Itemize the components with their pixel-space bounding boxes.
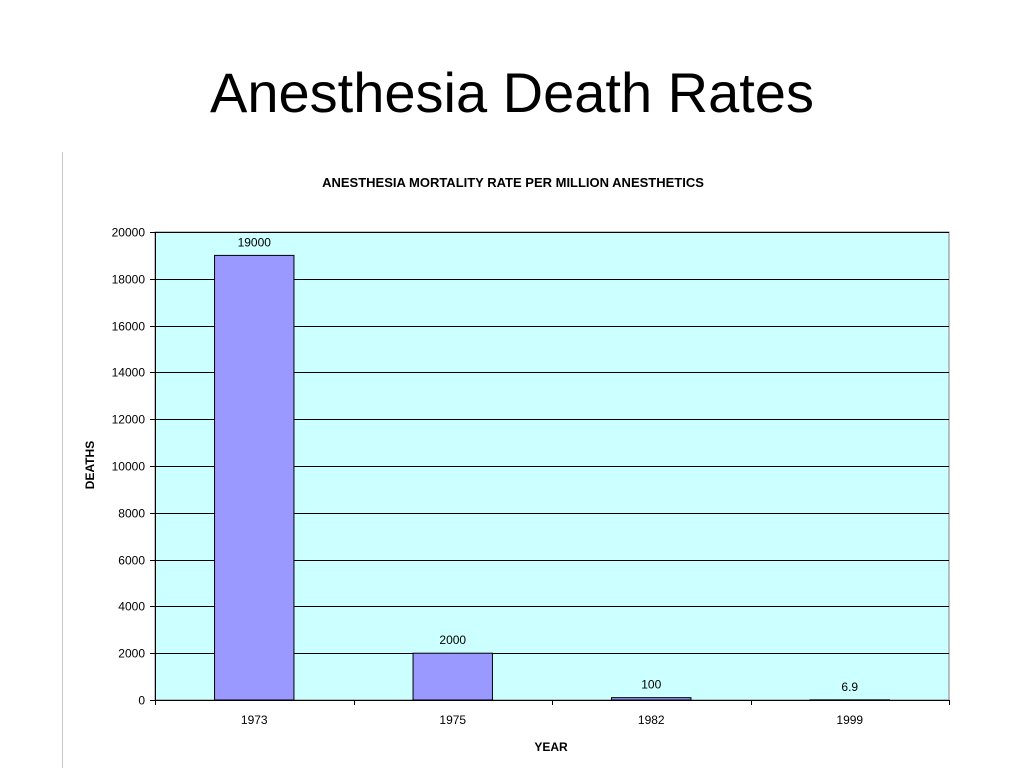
bar bbox=[214, 254, 295, 701]
x-tick-label: 1999 bbox=[836, 713, 863, 727]
y-tick-label: 12000 bbox=[112, 413, 146, 427]
y-tick-label: 2000 bbox=[118, 647, 145, 661]
x-tick-label: 1975 bbox=[439, 713, 466, 727]
data-label: 6.9 bbox=[841, 680, 858, 694]
bars bbox=[214, 254, 890, 701]
data-label: 2000 bbox=[439, 633, 466, 647]
y-tick-label: 18000 bbox=[112, 273, 146, 287]
slide-divider-line bbox=[62, 152, 63, 768]
y-tick-label: 6000 bbox=[118, 554, 145, 568]
x-axis-title: YEAR bbox=[534, 740, 568, 754]
y-tick-label: 10000 bbox=[112, 460, 146, 474]
x-tick-label: 1982 bbox=[638, 713, 665, 727]
x-tick-label: 1973 bbox=[241, 713, 268, 727]
y-tick-label: 20000 bbox=[112, 226, 146, 240]
slide-title: Anesthesia Death Rates bbox=[210, 61, 814, 124]
y-tick-label: 8000 bbox=[118, 507, 145, 521]
x-axis-ticks: 1973 1975 1982 1999 bbox=[155, 700, 950, 727]
y-axis-title: DEATHS bbox=[83, 441, 97, 489]
data-label: 19000 bbox=[238, 235, 272, 249]
data-label: 100 bbox=[641, 678, 661, 692]
data-labels: 19000 2000 100 6.9 bbox=[238, 235, 859, 693]
bar bbox=[412, 652, 493, 701]
y-tick-label: 4000 bbox=[118, 600, 145, 614]
y-tick-label: 16000 bbox=[112, 320, 146, 334]
y-tick-label: 0 bbox=[138, 694, 145, 708]
chart-title: ANESTHESIA MORTALITY RATE PER MILLION AN… bbox=[322, 175, 704, 190]
y-tick-label: 14000 bbox=[112, 366, 146, 380]
bar bbox=[611, 697, 692, 701]
y-axis-ticks: 0 2000 4000 6000 8000 10000 12000 14000 16000 180… bbox=[112, 226, 155, 708]
